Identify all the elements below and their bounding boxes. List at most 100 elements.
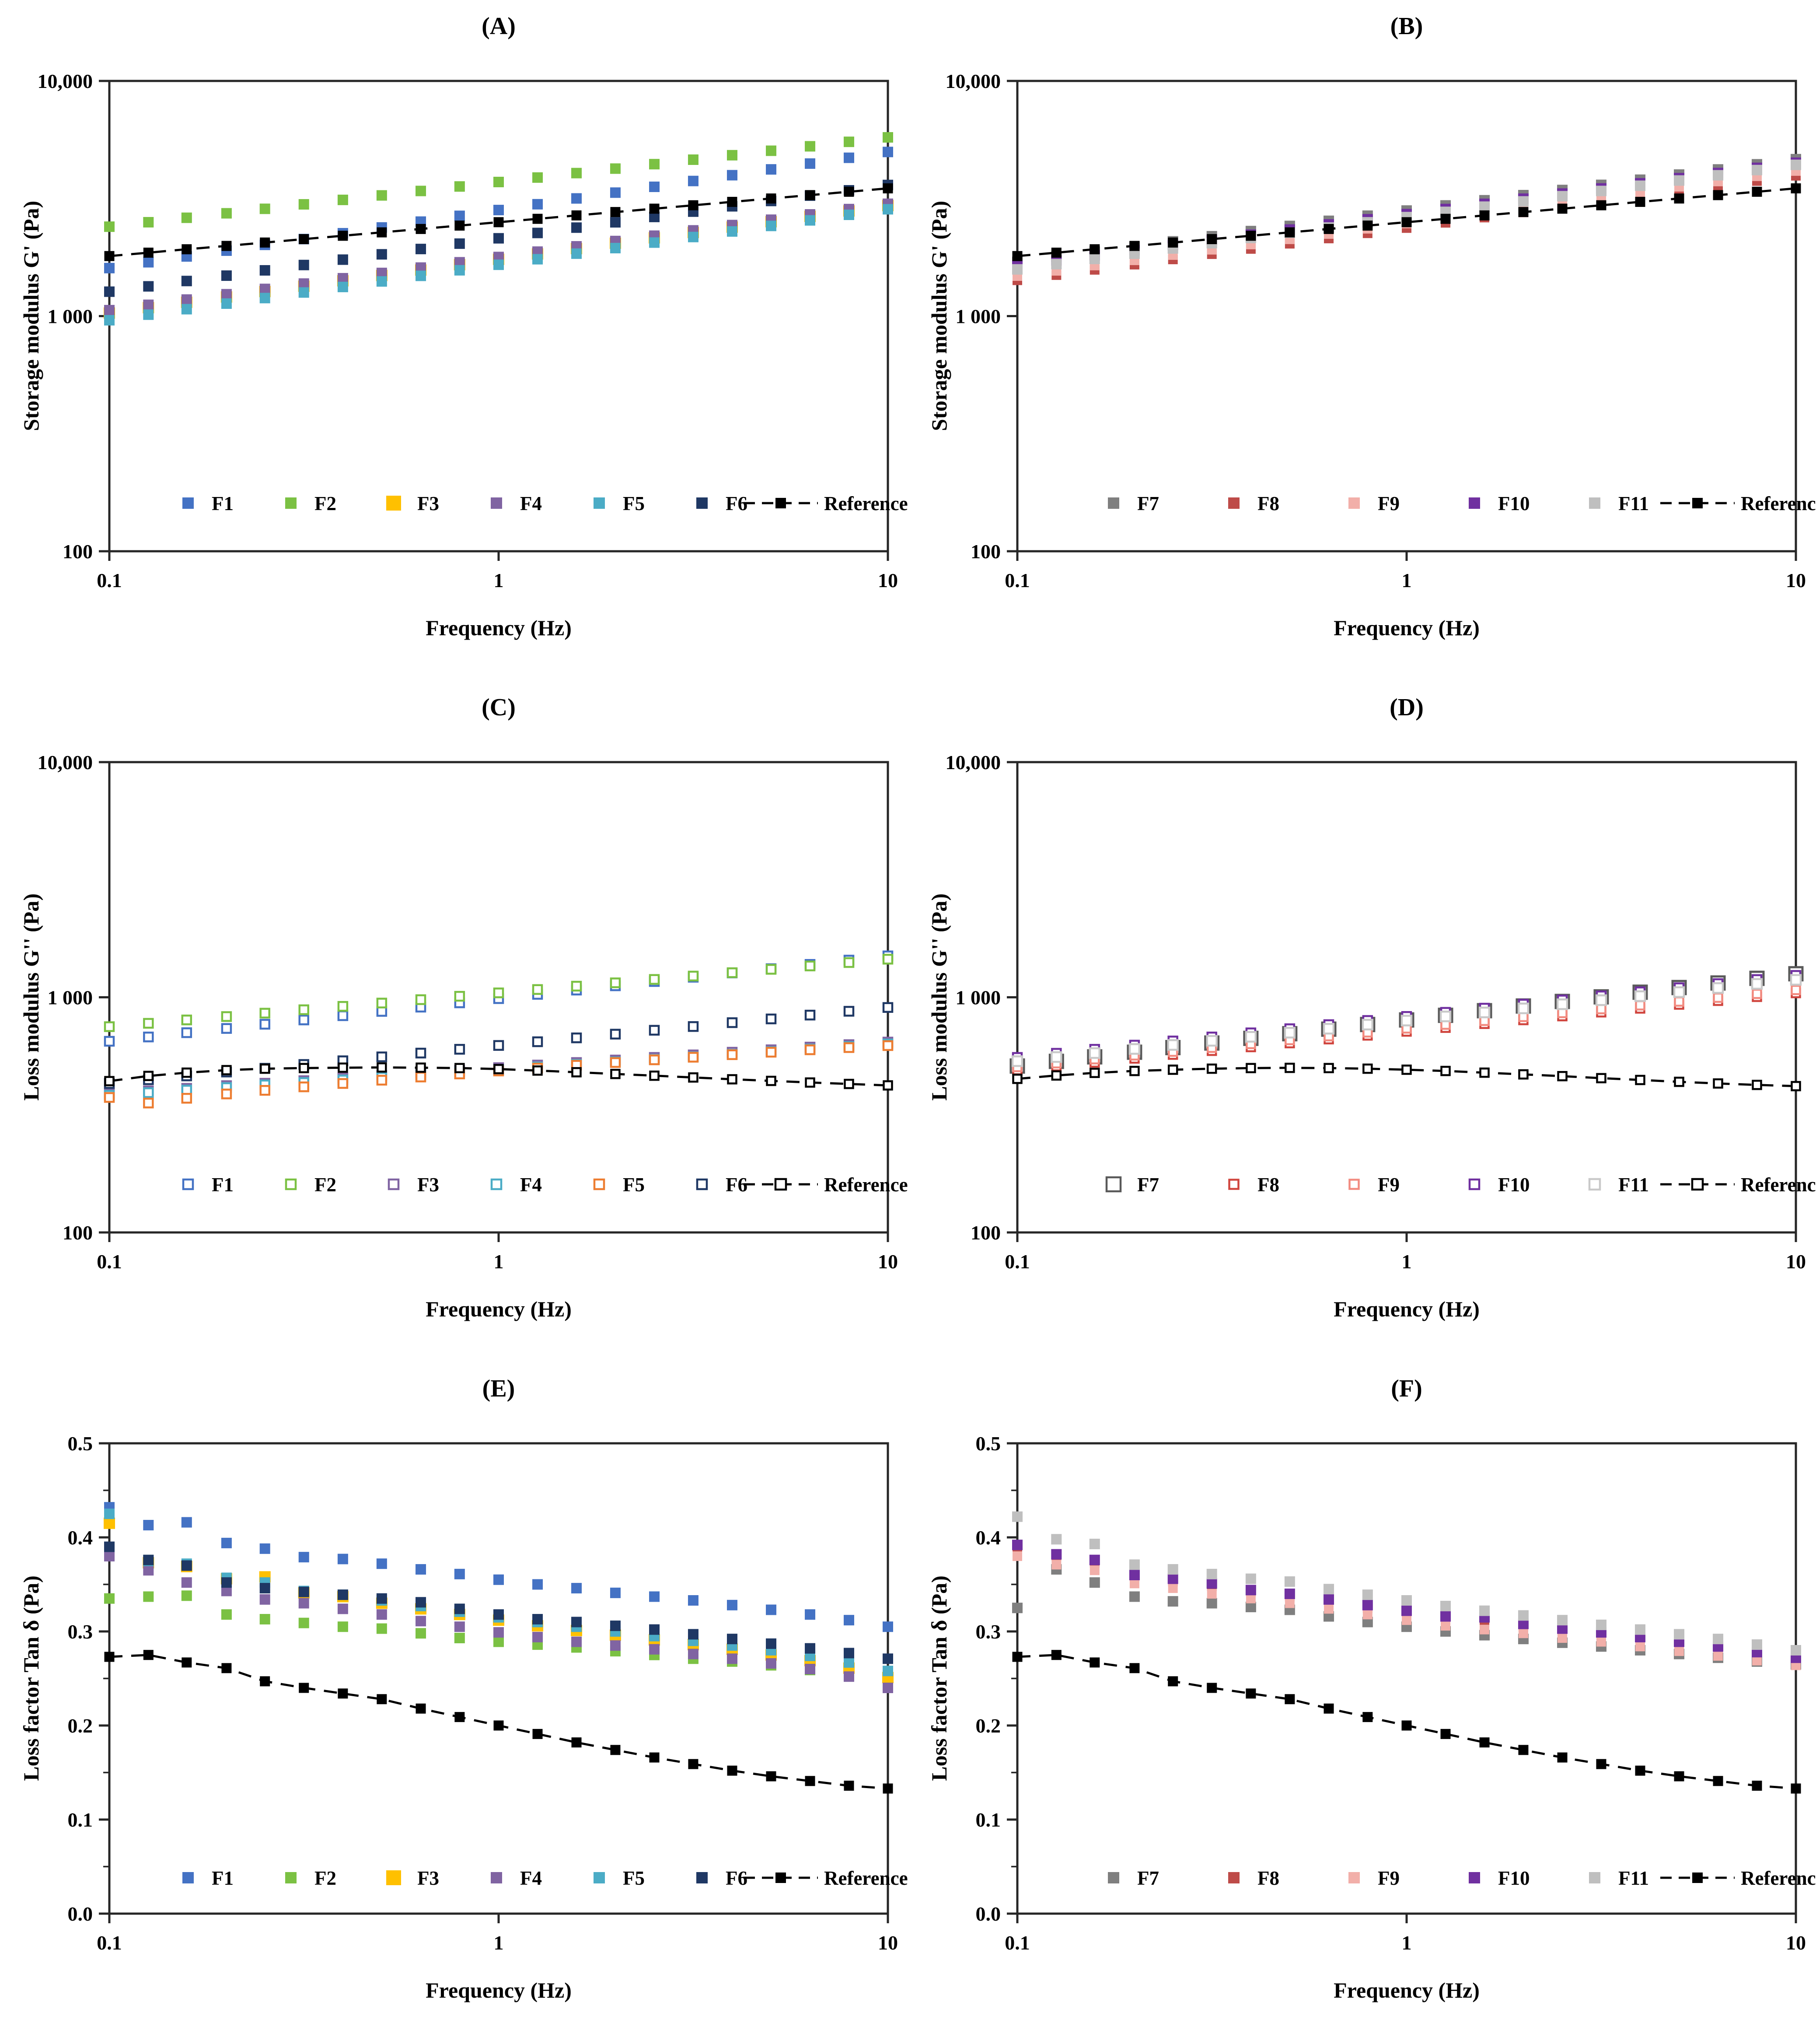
- x-tick-label: 0.1: [1005, 1250, 1030, 1273]
- series-F9: [1013, 1551, 1801, 1670]
- data-point: [1089, 1539, 1100, 1550]
- legend-item-f6: F6: [696, 493, 747, 514]
- data-point: [571, 168, 582, 178]
- data-point: [610, 1069, 621, 1079]
- data-point: [766, 145, 777, 156]
- data-point: [1751, 164, 1762, 175]
- data-point: [843, 209, 854, 220]
- data-point: [1596, 1619, 1606, 1630]
- legend-marker: [594, 497, 605, 509]
- y-tick-label: 1 000: [48, 987, 93, 1009]
- panel-title: (E): [482, 1375, 515, 1402]
- data-point: [376, 998, 388, 1008]
- data-point: [143, 1071, 154, 1082]
- data-point: [1324, 1584, 1334, 1595]
- legend-item-f8: F8: [1228, 493, 1279, 514]
- legend-label: Reference: [824, 493, 908, 514]
- data-point: [805, 1077, 815, 1088]
- data-point: [1129, 1663, 1140, 1673]
- data-point: [1090, 1565, 1100, 1575]
- legend-marker: [1108, 1872, 1119, 1883]
- data-point: [610, 1620, 621, 1631]
- plot-area: 0.1 1 10 100 1 000 10,000 F1 F2 F3 F4 F5 F6 Referenc…: [38, 70, 908, 592]
- data-point: [766, 1658, 777, 1669]
- x-tick-label: 10: [1786, 1932, 1806, 1954]
- legend-label: F3: [417, 493, 439, 514]
- data-point: [1324, 1604, 1334, 1614]
- data-point: [1518, 1610, 1529, 1621]
- data-point: [181, 1560, 192, 1571]
- data-point: [883, 1783, 893, 1794]
- legend-label: F9: [1378, 493, 1400, 514]
- data-point: [765, 1046, 777, 1058]
- data-point: [843, 1615, 854, 1626]
- data-point: [1713, 190, 1723, 200]
- legend-marker: [491, 497, 502, 509]
- data-point: [688, 231, 698, 242]
- x-tick-label: 10: [1786, 1250, 1806, 1273]
- data-point: [1596, 1759, 1606, 1769]
- data-point: [804, 1044, 816, 1055]
- data-point: [1051, 259, 1062, 270]
- data-point: [765, 1013, 777, 1025]
- data-point: [143, 299, 154, 310]
- legend-marker: [774, 1178, 787, 1191]
- data-point: [532, 1579, 543, 1590]
- data-point: [726, 170, 737, 181]
- data-point: [843, 136, 854, 147]
- data-point: [1012, 251, 1023, 261]
- data-point: [1596, 186, 1606, 196]
- data-point: [221, 1537, 232, 1548]
- legend-marker: [1348, 1179, 1360, 1190]
- data-point: [337, 1621, 348, 1632]
- data-point: [649, 159, 660, 170]
- legend-item-f4: F4: [490, 1174, 542, 1196]
- data-point: [181, 1027, 192, 1038]
- data-point: [727, 1074, 737, 1085]
- panel-a-chart: (A) Storage modulus G' (Pa) Frequency (H…: [19, 13, 908, 640]
- data-point: [376, 1609, 387, 1620]
- data-point: [454, 220, 465, 231]
- data-point: [844, 186, 854, 197]
- data-point: [726, 226, 737, 237]
- data-point: [143, 1565, 154, 1576]
- data-point: [727, 1765, 737, 1776]
- data-point: [1324, 224, 1334, 234]
- data-point: [416, 186, 426, 196]
- legend-item-f10: F10: [1469, 493, 1530, 514]
- x-tick-label: 10: [878, 569, 898, 592]
- plot-area: 0.1 1 10 100 1 000 10,000 F7 F8 F9 F10 F11 Referenc…: [946, 70, 1816, 592]
- data-point: [1129, 1559, 1140, 1570]
- data-point: [1401, 1595, 1412, 1606]
- data-point: [805, 141, 816, 152]
- data-point: [1752, 186, 1762, 197]
- data-point: [259, 1063, 270, 1074]
- data-point: [454, 181, 465, 192]
- data-point: [1440, 214, 1451, 224]
- data-point: [1713, 1651, 1723, 1661]
- data-point: [610, 1587, 621, 1598]
- legend-label: F1: [212, 1867, 234, 1889]
- data-point: [260, 237, 270, 248]
- data-point: [571, 980, 582, 992]
- data-point: [1362, 1063, 1373, 1074]
- data-point: [1518, 207, 1529, 217]
- legend-item-f11: F11: [1589, 1867, 1649, 1889]
- data-point: [1207, 1589, 1217, 1599]
- y-tick-label: 0.2: [976, 1715, 1001, 1737]
- y-tick-label: 0.4: [68, 1526, 93, 1549]
- legend-marker: [388, 1178, 400, 1190]
- panel-f-chart: (F) Loss factor Tan δ (Pa) Frequency (Hz…: [927, 1375, 1816, 2002]
- data-point: [1206, 1578, 1217, 1589]
- axis-ticks: 0.1 1 10 100 1 000 10,000: [38, 751, 898, 1273]
- data-point: [143, 1098, 154, 1109]
- x-axis-label: Frequency (Hz): [1334, 1297, 1480, 1321]
- data-point: [104, 1541, 115, 1552]
- data-point: [337, 1078, 349, 1089]
- data-point: [1324, 1063, 1334, 1074]
- data-point: [649, 974, 660, 985]
- data-point: [104, 315, 115, 326]
- legend-item-f3: F3: [386, 1867, 439, 1889]
- data-point: [1400, 1015, 1413, 1027]
